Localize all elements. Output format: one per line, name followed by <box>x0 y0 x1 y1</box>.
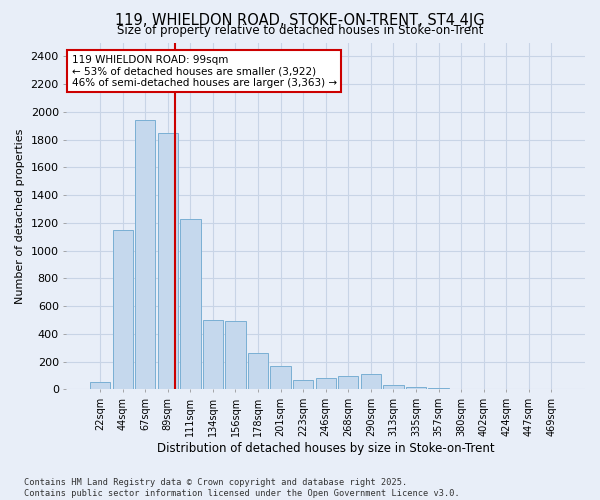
Bar <box>451 388 471 390</box>
Bar <box>473 388 494 390</box>
Bar <box>316 378 336 390</box>
Bar <box>383 386 404 390</box>
Bar <box>135 120 155 390</box>
Bar <box>293 380 313 390</box>
Bar <box>90 382 110 390</box>
Bar <box>203 320 223 390</box>
Bar <box>361 374 381 390</box>
Bar <box>428 388 449 390</box>
X-axis label: Distribution of detached houses by size in Stoke-on-Trent: Distribution of detached houses by size … <box>157 442 494 455</box>
Text: Size of property relative to detached houses in Stoke-on-Trent: Size of property relative to detached ho… <box>117 24 483 37</box>
Bar <box>406 388 426 390</box>
Bar <box>113 230 133 390</box>
Text: Contains HM Land Registry data © Crown copyright and database right 2025.
Contai: Contains HM Land Registry data © Crown c… <box>24 478 460 498</box>
Bar <box>226 322 245 390</box>
Text: 119, WHIELDON ROAD, STOKE-ON-TRENT, ST4 4JG: 119, WHIELDON ROAD, STOKE-ON-TRENT, ST4 … <box>115 12 485 28</box>
Bar <box>158 132 178 390</box>
Y-axis label: Number of detached properties: Number of detached properties <box>15 128 25 304</box>
Bar <box>338 376 358 390</box>
Bar <box>248 352 268 390</box>
Bar <box>180 218 200 390</box>
Text: 119 WHIELDON ROAD: 99sqm
← 53% of detached houses are smaller (3,922)
46% of sem: 119 WHIELDON ROAD: 99sqm ← 53% of detach… <box>71 54 337 88</box>
Bar <box>271 366 291 390</box>
